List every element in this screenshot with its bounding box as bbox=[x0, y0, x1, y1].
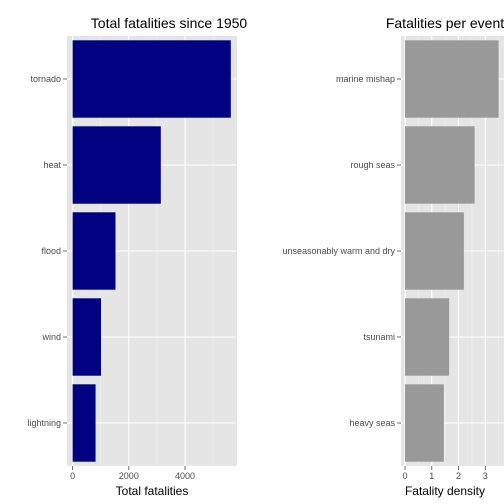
bar bbox=[405, 40, 499, 118]
y-tick-label: marine mishap bbox=[336, 74, 395, 84]
x-tick-label: 4000 bbox=[175, 471, 195, 481]
fatalities-total-chart: tornado heat flood wind lightning 0 2000 4000 T… bbox=[27, 15, 247, 498]
y-tick-label: tornado bbox=[30, 74, 61, 84]
bar bbox=[405, 126, 475, 204]
y-tick-label: heat bbox=[43, 160, 61, 170]
chart-title: Total fatalities since 1950 bbox=[91, 15, 248, 31]
x-tick-label: 0 bbox=[70, 471, 75, 481]
bar bbox=[72, 384, 96, 462]
bar bbox=[72, 40, 231, 118]
bar bbox=[405, 384, 444, 462]
y-tick-label: unseasonably warm and dry bbox=[282, 246, 395, 256]
fatalities-per-event-chart: marine mishap rough seas unseasonably warm… bbox=[282, 15, 504, 498]
x-tick-label: 0 bbox=[403, 471, 408, 481]
bar bbox=[405, 212, 464, 290]
y-tick-label: lightning bbox=[27, 418, 61, 428]
y-tick-label: flood bbox=[41, 246, 61, 256]
x-tick-label: 3 bbox=[483, 471, 488, 481]
bar bbox=[72, 298, 101, 376]
chart-title: Fatalities per event bbox=[386, 15, 504, 31]
x-tick-label: 2000 bbox=[119, 471, 139, 481]
x-axis-title: Total fatalities bbox=[116, 484, 189, 498]
bar bbox=[405, 298, 450, 376]
y-tick-label: wind bbox=[41, 332, 61, 342]
x-tick-label: 2 bbox=[456, 471, 461, 481]
bar bbox=[72, 126, 161, 204]
bar bbox=[72, 212, 116, 290]
y-tick-label: heavy seas bbox=[349, 418, 395, 428]
x-tick-label: 1 bbox=[429, 471, 434, 481]
y-tick-label: rough seas bbox=[350, 160, 395, 170]
x-axis-title: Fatality density bbox=[405, 484, 485, 498]
y-tick-label: tsunami bbox=[363, 332, 395, 342]
